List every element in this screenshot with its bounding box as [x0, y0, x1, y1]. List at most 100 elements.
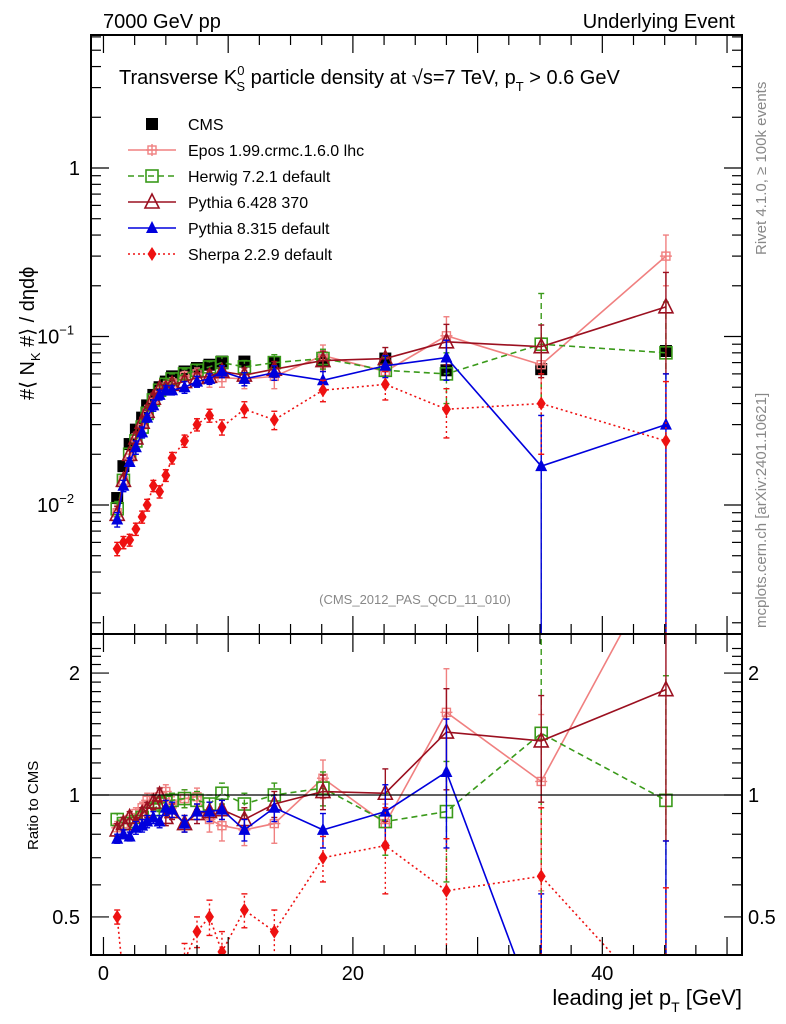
main-point-pythia-8-315-default	[153, 387, 166, 400]
ratio-series-epos-1-99-crmc-1-6-0-lhc	[111, 634, 622, 892]
ratio-point-sherpa-2-2-9-default	[536, 869, 546, 884]
main-point-pythia-8-315-default	[316, 373, 329, 386]
ratio-point-sherpa-2-2-9-default	[192, 924, 202, 939]
main-point-sherpa-2-2-9-default	[137, 509, 147, 524]
main-point-pythia-8-315-default	[535, 459, 548, 472]
main-title: Transverse K0 S particle density at √s=7 …	[119, 63, 620, 94]
legend-item-epos-1-99-crmc-1-6-0-lhc: Epos 1.99.crmc.1.6.0 lhc	[128, 143, 364, 160]
ratio-point-pythia-6-428-370	[314, 781, 332, 799]
main-point-sherpa-2-2-9-default	[536, 396, 546, 411]
x-tick-label: 0	[98, 963, 109, 985]
analysis-reference: (CMS_2012_PAS_QCD_11_010)	[319, 592, 511, 607]
main-point-pythia-8-315-default	[117, 478, 130, 491]
y-tick-label: 10−1	[37, 323, 74, 349]
legend-item-pythia-6-428-370: Pythia 6.428 370	[128, 192, 308, 212]
main-point-sherpa-2-2-9-default	[180, 433, 190, 448]
main-point-sherpa-2-2-9-default	[125, 532, 135, 547]
ratio-y-tick-label-right: 2	[748, 663, 759, 685]
ratio-point-pythia-8-315-default	[166, 802, 179, 815]
y-tick-label: 1	[69, 158, 80, 180]
ratio-point-pythia-8-315-default	[178, 816, 191, 829]
main-point-sherpa-2-2-9-default	[161, 468, 171, 483]
ratio-point-sherpa-2-2-9-default	[149, 1006, 158, 1020]
legend-item-sherpa-2-2-9-default: Sherpa 2.2.9 default	[128, 247, 333, 264]
main-point-sherpa-2-2-9-default	[131, 522, 141, 537]
ratio-point-pythia-6-428-370	[151, 785, 168, 802]
legend-label: Pythia 6.428 370	[188, 195, 308, 212]
ratio-point-sherpa-2-2-9-default	[161, 1012, 170, 1024]
ratio-series-sherpa-2-2-9-default	[112, 807, 669, 1024]
legend-label: Herwig 7.2.1 default	[188, 169, 331, 186]
main-point-pythia-8-315-default	[166, 383, 179, 396]
y-tick-label: 10−2	[37, 491, 74, 517]
mcplots-label: mcplots.cern.ch [arXiv:2401.10621]	[753, 393, 770, 628]
ratio-series-pythia-8-315-default	[111, 718, 669, 1024]
main-point-cms	[215, 355, 228, 368]
ratio-point-sherpa-2-2-9-default	[269, 924, 279, 939]
main-point-sherpa-2-2-9-default	[318, 383, 328, 398]
ratio-point-pythia-8-315-default	[123, 829, 136, 842]
x-tick-label: 40	[591, 963, 613, 985]
main-point-sherpa-2-2-9-default	[155, 484, 165, 499]
main-point-sherpa-2-2-9-default	[118, 535, 128, 550]
ratio-y-tick-label-right: 0.5	[748, 907, 776, 929]
ratio-point-sherpa-2-2-9-default	[204, 909, 214, 924]
main-line-pythia-6-428-370	[116, 306, 667, 515]
ratio-y-tick-label-left: 2	[69, 663, 80, 685]
main-point-pythia-8-315-default	[379, 358, 392, 371]
main-point-sherpa-2-2-9-default	[148, 478, 158, 493]
main-point-pythia-8-315-default	[147, 398, 160, 411]
ratio-point-pythia-8-315-default	[203, 804, 216, 817]
legend-item-pythia-8-315-default: Pythia 8.315 default	[128, 221, 330, 238]
header-right: Underlying Event	[583, 11, 736, 33]
ratio-point-sherpa-2-2-9-default	[239, 903, 249, 918]
main-point-sherpa-2-2-9-default	[167, 451, 177, 466]
ratio-point-sherpa-2-2-9-default	[168, 983, 177, 997]
ratio-point-pythia-8-315-default	[268, 800, 281, 813]
ratio-point-pythia-8-315-default	[191, 804, 204, 817]
x-tick-label: 20	[342, 963, 364, 985]
ratio-y-tick-label-right: 1	[748, 785, 759, 807]
main-point-pythia-8-315-default	[203, 371, 216, 384]
main-series-pythia-6-428-370	[108, 271, 675, 524]
main-point-sherpa-2-2-9-default	[269, 412, 279, 427]
ratio-point-pythia-6-428-370	[657, 679, 675, 697]
legend-marker	[147, 247, 157, 261]
ratio-point-pythia-8-315-default	[111, 831, 124, 844]
rivet-label: Rivet 4.1.0, ≥ 100k events	[753, 82, 770, 255]
main-series-sherpa-2-2-9-default	[112, 370, 671, 634]
main-point-pythia-6-428-370	[314, 350, 332, 368]
legend-label: Pythia 8.315 default	[188, 221, 330, 238]
ratio-point-herwig-7-2-1-default	[215, 786, 229, 801]
main-series-herwig-7-2-1-default	[110, 292, 673, 634]
ratio-point-pythia-8-315-default	[147, 810, 160, 823]
ratio-point-sherpa-2-2-9-default	[112, 909, 122, 924]
main-point-sherpa-2-2-9-default	[239, 402, 249, 417]
main-point-sherpa-2-2-9-default	[192, 417, 202, 432]
main-point-pythia-8-315-default	[268, 365, 281, 378]
x-axis-label: leading jet pT [GeV]	[552, 985, 742, 1015]
legend-marker	[146, 221, 158, 233]
legend-marker	[146, 144, 158, 156]
ratio-y-tick-label-left: 0.5	[52, 907, 80, 929]
main-point-pythia-6-428-370	[657, 297, 675, 314]
ratio-line-sherpa-2-2-9-default	[116, 844, 615, 955]
header-left: 7000 GeV pp	[103, 11, 221, 33]
ratio-point-pythia-8-315-default	[535, 1018, 547, 1024]
legend-label: Epos 1.99.crmc.1.6.0 lhc	[188, 143, 364, 160]
legend-item-cms: CMS	[146, 117, 224, 134]
main-point-pythia-8-315-default	[111, 512, 124, 525]
ratio-point-sherpa-2-2-9-default	[119, 973, 128, 987]
ratio-point-pythia-8-315-default	[379, 804, 392, 817]
legend-marker	[145, 169, 159, 183]
main-point-sherpa-2-2-9-default	[142, 498, 152, 512]
main-point-pythia-8-315-default	[440, 350, 453, 363]
ratio-point-sherpa-2-2-9-default	[441, 883, 451, 898]
ratio-point-pythia-6-428-370	[121, 807, 138, 825]
main-point-pythia-6-428-370	[532, 336, 550, 354]
ratio-panel: 2 2 1 1 0.5 0.5 0 20 40 Ratio to CMS leading je…	[25, 633, 776, 1024]
main-point-sherpa-2-2-9-default	[217, 420, 227, 435]
legend-marker	[146, 118, 158, 130]
main-point-sherpa-2-2-9-default	[661, 433, 671, 448]
